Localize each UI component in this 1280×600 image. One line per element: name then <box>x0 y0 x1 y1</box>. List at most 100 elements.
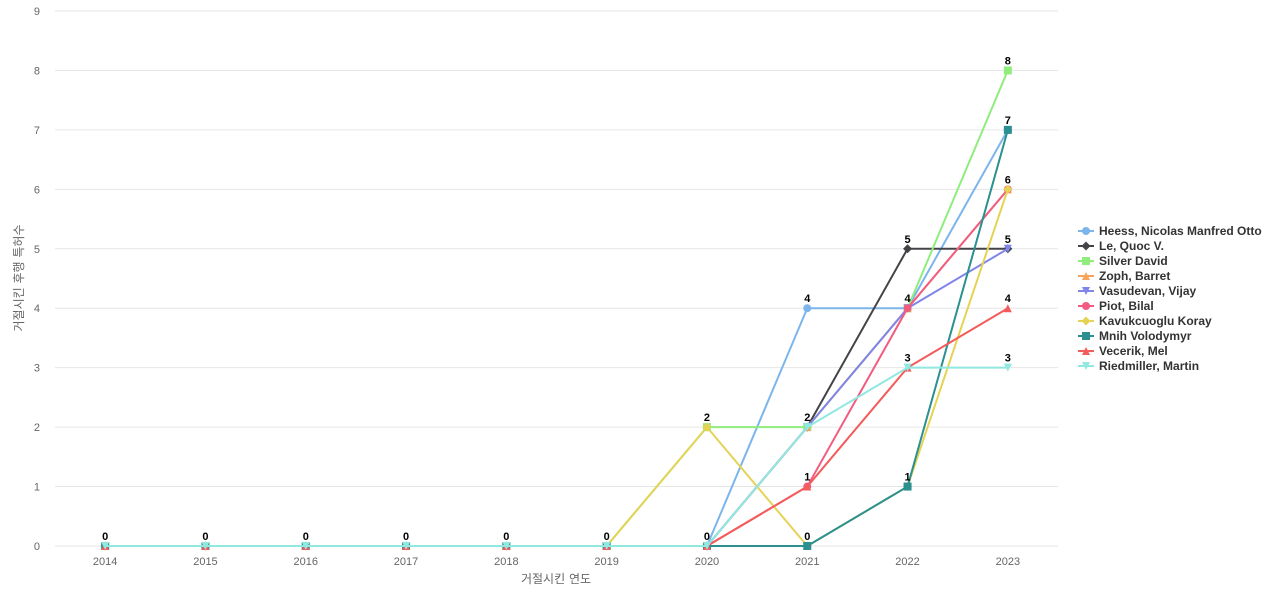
data-point <box>903 363 912 372</box>
legend-item: Piot, Bilal <box>1078 299 1154 313</box>
data-point <box>702 422 712 432</box>
data-point <box>903 244 913 254</box>
data-point <box>1082 347 1090 355</box>
data-point <box>1003 244 1012 253</box>
x-tick-label: 2020 <box>695 556 719 568</box>
legend-item: Riedmiller, Martin <box>1078 359 1199 373</box>
data-point <box>1081 241 1091 251</box>
x-tick-label: 2019 <box>594 556 618 568</box>
data-point <box>301 542 310 550</box>
data-point <box>903 482 912 491</box>
legend-item: Vasudevan, Vijay <box>1078 284 1196 298</box>
data-point <box>1003 125 1012 134</box>
x-tick-label: 2016 <box>294 556 318 568</box>
data-point <box>201 542 210 550</box>
series-layer <box>100 66 1013 551</box>
legend-label: Heess, Nicolas Manfred Otto <box>1099 224 1262 238</box>
data-point <box>1003 66 1012 75</box>
series-line <box>104 128 1009 547</box>
legend-label: Mnih Volodymyr <box>1099 329 1192 343</box>
legend-item: Heess, Nicolas Manfred Otto <box>1078 224 1262 238</box>
x-tick-label: 2021 <box>795 556 819 568</box>
data-label: 1 <box>804 472 810 484</box>
data-label: 3 <box>1005 353 1011 365</box>
data-point <box>803 542 812 550</box>
legend-item: Silver David <box>1078 254 1168 268</box>
data-label: 4 <box>1005 293 1012 305</box>
data-label: 5 <box>904 234 910 246</box>
data-label: 2 <box>704 412 710 424</box>
legend-item: Zoph, Barret <box>1078 269 1170 283</box>
x-tick-label: 2014 <box>93 556 117 568</box>
x-tick-label: 2015 <box>193 556 217 568</box>
data-label: 0 <box>604 531 610 543</box>
data-point <box>101 542 110 550</box>
data-point <box>402 542 411 550</box>
y-axis-ticks: 0 1 2 3 4 5 6 7 8 9 <box>34 6 40 553</box>
x-tick-label: 2023 <box>996 556 1020 568</box>
data-point <box>803 482 812 491</box>
y-tick-label: 2 <box>34 422 40 434</box>
y-tick-label: 8 <box>34 65 40 77</box>
legend-item: Le, Quoc V. <box>1078 239 1164 253</box>
legend-item: Mnih Volodymyr <box>1078 329 1192 343</box>
grid-lines <box>55 10 1058 547</box>
y-tick-label: 3 <box>34 363 40 375</box>
data-point <box>1082 332 1090 340</box>
data-label: 3 <box>904 353 910 365</box>
legend-label: Vasudevan, Vijay <box>1099 284 1196 298</box>
data-label: 4 <box>804 293 811 305</box>
data-point <box>1003 304 1012 313</box>
legend-label: Kavukcuoglu Koray <box>1099 314 1212 328</box>
data-label: 6 <box>1005 174 1011 186</box>
series-line <box>104 366 1009 547</box>
data-label: 0 <box>102 531 108 543</box>
data-point <box>1003 184 1013 194</box>
series <box>101 244 1012 550</box>
x-tick-label: 2017 <box>394 556 418 568</box>
data-label: 2 <box>804 412 810 424</box>
data-label: 4 <box>904 293 911 305</box>
data-point <box>903 304 912 313</box>
data-label: 0 <box>804 531 810 543</box>
data-point <box>803 423 812 432</box>
x-tick-label: 2018 <box>494 556 518 568</box>
legend-label: Piot, Bilal <box>1099 299 1154 313</box>
data-label: 1 <box>904 472 910 484</box>
x-axis-title: 거절시킨 연도 <box>521 572 591 586</box>
data-label: 0 <box>503 531 509 543</box>
data-label: 0 <box>202 531 208 543</box>
y-tick-label: 5 <box>34 244 40 256</box>
data-point <box>1081 316 1091 326</box>
legend-item: Kavukcuoglu Koray <box>1078 314 1212 328</box>
data-label: 0 <box>303 531 309 543</box>
data-label: 7 <box>1005 115 1011 127</box>
series-line <box>104 128 1009 547</box>
data-point <box>602 542 611 550</box>
y-axis-title: 거절시킨 후행 특허수 <box>11 225 26 332</box>
data-label: 5 <box>1005 234 1011 246</box>
data-point <box>502 542 511 550</box>
data-point <box>1082 272 1090 280</box>
y-tick-label: 9 <box>34 6 40 18</box>
x-tick-label: 2022 <box>895 556 919 568</box>
data-point <box>1082 362 1090 370</box>
data-point <box>803 304 812 313</box>
y-tick-label: 6 <box>34 184 40 196</box>
data-point <box>1003 363 1012 372</box>
data-point <box>1082 302 1090 310</box>
series <box>101 363 1012 550</box>
legend-label: Le, Quoc V. <box>1099 239 1164 253</box>
y-tick-label: 7 <box>34 125 40 137</box>
data-label: 0 <box>403 531 409 543</box>
x-axis-ticks: 2014 2015 2016 2017 2018 2019 2020 2021 2022 2023 <box>93 556 1020 568</box>
legend-label: Riedmiller, Martin <box>1099 359 1199 373</box>
y-tick-label: 0 <box>34 541 40 553</box>
data-label: 8 <box>1005 55 1011 67</box>
data-point <box>1082 287 1090 295</box>
y-tick-label: 4 <box>34 303 40 315</box>
data-label: 0 <box>704 531 710 543</box>
legend-label: Vecerik, Mel <box>1099 344 1168 358</box>
